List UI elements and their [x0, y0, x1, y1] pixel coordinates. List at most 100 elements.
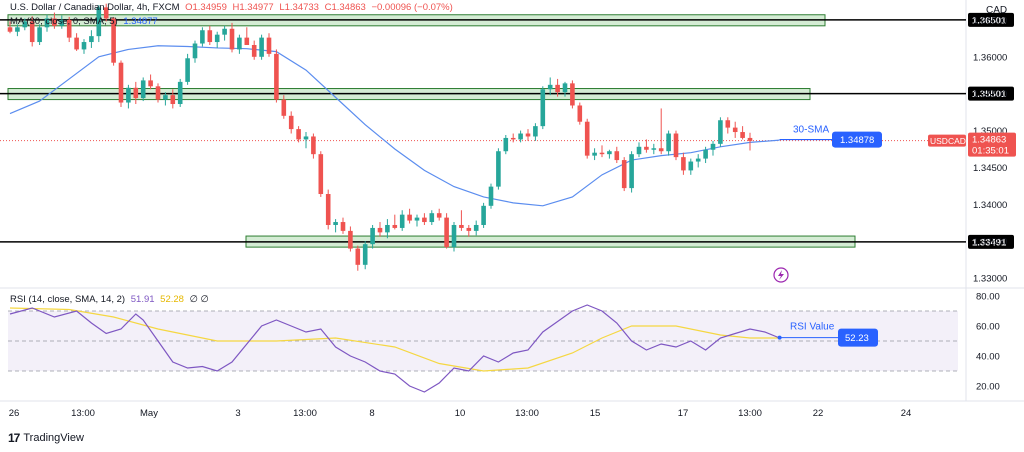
candle-body — [459, 224, 464, 228]
lightning-icon-bolt — [778, 270, 784, 280]
candle-body — [133, 87, 139, 99]
open-value: O1.34959 — [185, 2, 227, 13]
rsi-legend[interactable]: RSI (14, close, SMA, 14, 2) 51.91 52.28 … — [10, 294, 212, 305]
candle-body — [214, 34, 220, 43]
candle-body — [237, 37, 242, 50]
candle-body — [155, 86, 161, 100]
candle-body — [740, 132, 745, 138]
ma-legend[interactable]: MA (30, close, 0, SMA, 5) 1.34877 — [10, 16, 161, 27]
candle-body — [318, 154, 324, 195]
sma30-line — [9, 45, 780, 207]
candle-body — [7, 27, 13, 32]
candle-body — [607, 151, 612, 155]
candle-body — [29, 21, 35, 43]
candle-body — [666, 133, 671, 152]
time-tick-label: 13:00 — [293, 408, 317, 419]
candle-body — [436, 213, 442, 218]
candle-body — [540, 89, 546, 127]
candle-body — [288, 115, 294, 130]
high-value: H1.34977 — [232, 2, 274, 13]
rsi-extra: ∅ ∅ — [189, 294, 209, 305]
candle-body — [22, 21, 28, 28]
candle-body — [407, 214, 412, 221]
candle-body — [266, 37, 272, 54]
candle-body — [148, 80, 153, 87]
candle-body — [52, 18, 57, 26]
time-tick-label: 13:00 — [738, 408, 762, 419]
candle-body — [718, 120, 723, 144]
candle-body — [503, 137, 509, 152]
candle-body — [118, 62, 124, 103]
candle-body — [385, 224, 390, 233]
candle-body — [348, 230, 353, 249]
candle-body — [681, 157, 686, 171]
sma-annotation-text: 30-SMA — [793, 125, 829, 136]
candle-body — [466, 227, 472, 231]
candle-body — [688, 161, 694, 171]
level-label-bg — [968, 86, 1014, 101]
candle-body — [311, 136, 316, 155]
candle-body — [429, 213, 435, 223]
candle-body — [340, 222, 346, 231]
candle-body — [399, 214, 405, 228]
currency-label: CAD — [986, 5, 1007, 16]
candle-body — [562, 83, 568, 93]
candle-body — [355, 248, 361, 265]
candle-body — [126, 87, 131, 103]
price-tick-label: 1.36500 — [973, 15, 1007, 26]
symbol-badge: USDCAD — [930, 136, 966, 146]
candle-body — [281, 99, 287, 116]
candle-body — [703, 149, 708, 159]
candle-body — [163, 95, 168, 100]
sma-value-badge: 1.34878 — [840, 135, 874, 146]
candle-body — [103, 7, 109, 19]
candle-body — [111, 18, 116, 63]
candle-body — [414, 217, 420, 221]
time-tick-label: 10 — [455, 408, 466, 419]
tradingview-logo[interactable]: 17 TradingView — [8, 431, 84, 445]
candle-body — [274, 53, 279, 100]
level-label: 1.35501 — [972, 89, 1007, 100]
candle-body — [185, 58, 190, 82]
time-tick-label: May — [140, 408, 158, 419]
time-tick-label: 8 — [369, 408, 374, 419]
candle-body — [518, 133, 523, 140]
chart-header: U.S. Dollar / Canadian Dollar, 4h, FXCM … — [10, 2, 456, 13]
candle-body — [570, 83, 575, 106]
time-tick-label: 13:00 — [71, 408, 95, 419]
candle-body — [592, 152, 597, 156]
tradingview-logo-icon: 17 — [8, 431, 20, 445]
candle-body — [96, 7, 102, 37]
symbol-badge-bg — [928, 134, 966, 147]
current-price-badge-bg — [968, 132, 1016, 157]
candle-body — [488, 186, 494, 206]
candle-body — [259, 37, 264, 57]
rsi-value-badge: 52.23 — [845, 333, 869, 344]
candle-body — [644, 146, 649, 150]
time-tick-label: 24 — [901, 408, 912, 419]
close-value: C1.34863 — [324, 2, 366, 13]
candle-body — [621, 160, 627, 189]
candle-body — [200, 30, 205, 44]
candle-body — [422, 217, 427, 223]
price-tick-label: 1.33500 — [973, 237, 1007, 248]
candle-body — [192, 43, 198, 59]
time-tick-label: 13:00 — [515, 408, 539, 419]
candle-body — [747, 137, 753, 141]
rsi-tick-label: 80.00 — [976, 292, 1000, 303]
candle-body — [81, 42, 87, 50]
price-tick-label: 1.36000 — [973, 52, 1007, 63]
candle-body — [377, 227, 383, 233]
lightning-icon — [773, 267, 789, 283]
candle-body — [244, 37, 250, 45]
rsi-line — [9, 304, 780, 393]
time-tick-label: 17 — [678, 408, 689, 419]
rsi-tick-label: 60.00 — [976, 322, 1000, 333]
candle-body — [296, 129, 301, 140]
candle-body — [614, 151, 620, 161]
price-tick-label: 1.33000 — [973, 274, 1007, 285]
ma-value: 1.34877 — [123, 16, 158, 27]
sma-value-badge-bg — [832, 131, 882, 148]
candle-body — [577, 105, 583, 122]
